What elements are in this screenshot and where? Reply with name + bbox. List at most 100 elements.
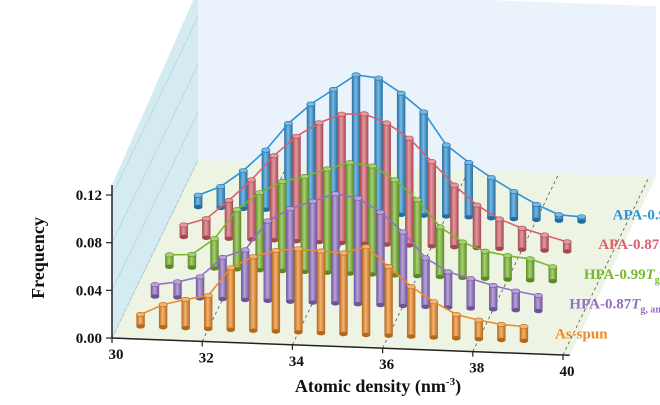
bar-top — [232, 207, 242, 213]
y-tick-label: 0.00 — [76, 331, 102, 347]
bar — [487, 177, 496, 219]
bar-top — [398, 229, 408, 235]
bar-top — [277, 179, 287, 185]
bar-top — [486, 175, 496, 181]
bar-top — [548, 264, 558, 270]
bar-top — [384, 264, 394, 270]
bar-top — [517, 225, 527, 231]
bar-top — [374, 75, 384, 81]
bar-top — [328, 86, 338, 92]
series-label: As-spun — [555, 327, 608, 343]
bar — [187, 254, 197, 268]
bar-top — [390, 177, 400, 183]
series-label-italic: T — [646, 267, 656, 283]
bar-top — [292, 133, 302, 139]
bar-top — [179, 222, 189, 228]
x-tick-label: 30 — [109, 347, 124, 363]
bar — [232, 209, 242, 270]
bar-base — [224, 236, 234, 241]
bar-top — [240, 247, 250, 253]
bar — [509, 191, 519, 220]
series-label-italic: T — [631, 297, 641, 313]
bar — [361, 246, 371, 335]
bar-base — [361, 332, 371, 338]
bar-top — [367, 163, 377, 169]
series-label: HPA-0.99Tg, am — [584, 267, 660, 286]
bar-top — [396, 90, 406, 96]
bar-base — [480, 276, 490, 281]
bar-top — [421, 255, 431, 261]
bar-top — [181, 296, 191, 302]
bar — [464, 162, 473, 218]
bar-top — [316, 248, 326, 254]
bar-top — [269, 153, 279, 159]
x-axis-title-close: ) — [455, 376, 461, 397]
bar-base — [413, 273, 422, 279]
bar — [165, 254, 174, 267]
bar — [413, 199, 422, 277]
bar-top — [248, 254, 258, 260]
bar-top — [322, 166, 332, 172]
side-wall — [112, 0, 198, 338]
bar-top — [443, 269, 453, 275]
bar — [396, 93, 406, 215]
bar-top — [339, 250, 349, 256]
bar — [353, 198, 363, 305]
x-tick-label: 32 — [199, 350, 214, 366]
bar-base — [136, 324, 145, 329]
bar-top — [531, 201, 541, 207]
bar — [286, 208, 295, 302]
bar-base — [150, 294, 160, 299]
series-label: HPA-0.87Tg, am — [569, 297, 660, 316]
bar-base — [331, 301, 340, 306]
chart-bars — [136, 72, 587, 344]
bar — [390, 179, 400, 276]
bar-top — [226, 265, 236, 271]
bar-top — [554, 212, 564, 218]
bar — [337, 114, 346, 243]
bar-top — [412, 197, 422, 203]
bar-top — [540, 232, 550, 238]
bar — [239, 170, 248, 209]
bar — [294, 248, 303, 333]
bar-top — [525, 256, 535, 262]
bar-base — [179, 234, 188, 240]
bar — [472, 205, 482, 248]
bar — [249, 256, 258, 331]
bar-base — [173, 295, 182, 300]
bar-base — [202, 235, 211, 240]
bar-top — [404, 135, 414, 141]
chart-labels: APA-0.99Tg, amAPA-0.87Tg, amHPA-0.99Tg, … — [555, 207, 660, 342]
bar-base — [427, 244, 437, 249]
bar — [427, 161, 437, 247]
x-axis-title: Atomic density (nm-3) — [295, 376, 461, 397]
bar-base — [218, 296, 227, 302]
bar-base — [240, 297, 250, 303]
x-axis-line — [111, 337, 570, 357]
bar-top — [203, 293, 213, 299]
bar — [562, 241, 572, 252]
series-label-subscript: g, am — [655, 275, 660, 286]
bar — [179, 225, 188, 237]
bar-base — [452, 336, 461, 341]
x-axis-title-superscript: -3 — [446, 376, 456, 388]
bar — [271, 250, 281, 332]
bar-top — [345, 160, 355, 166]
bar-top — [466, 276, 476, 282]
bar-top — [201, 216, 211, 222]
bar — [480, 251, 490, 279]
bar-top — [218, 254, 228, 260]
bar-base — [534, 308, 543, 314]
bar-top — [173, 279, 183, 285]
bar — [210, 238, 219, 269]
bar — [384, 266, 393, 336]
bar-top — [193, 192, 203, 198]
bar — [323, 169, 332, 273]
bar-top — [511, 288, 521, 294]
bar-base — [497, 337, 506, 343]
bar-top — [375, 209, 385, 215]
bar — [345, 162, 354, 274]
bar — [368, 165, 377, 275]
bar-top — [216, 184, 226, 190]
